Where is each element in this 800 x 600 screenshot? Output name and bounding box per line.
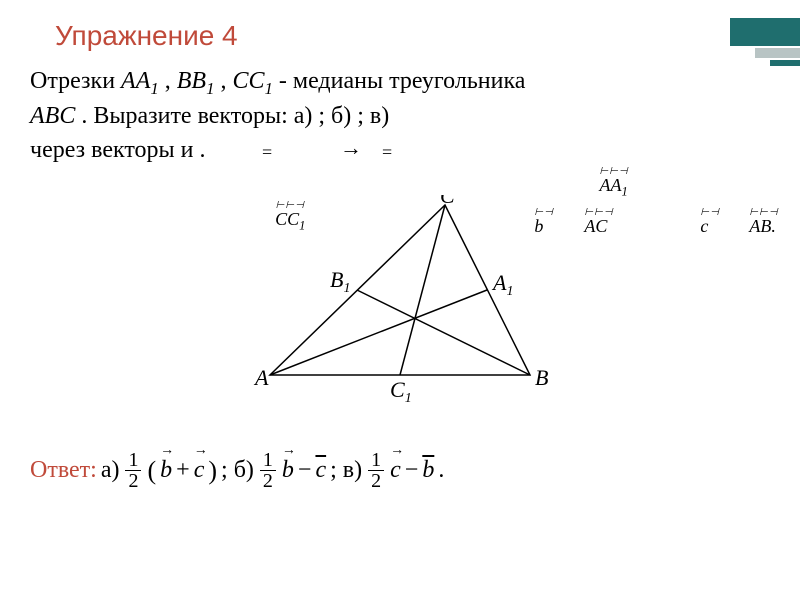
median-aa1 (270, 290, 487, 375)
problem-text: Отрезки AA1 , BB1 , CC1 - медианы треуго… (30, 65, 770, 168)
frac-c: 1 2 (368, 450, 384, 491)
overlay-c: ⊢⊣c (700, 214, 708, 239)
part-a-label: а) (101, 457, 120, 484)
vec-b-a: b (160, 457, 172, 484)
line1-suffix: - медианы треугольника (279, 68, 526, 94)
label-c: C (440, 195, 455, 208)
vec-c-a: c (194, 457, 205, 484)
line2-mid: . Выразите векторы: а) ; б) ; в) (81, 103, 389, 129)
label-b: B (535, 365, 548, 390)
answer-label: Ответ: (30, 457, 97, 484)
frac-b: 1 2 (260, 450, 276, 491)
slide-title: Упражнение 4 (55, 20, 238, 52)
median-cc1 (400, 205, 445, 375)
triangle-figure: A B C A1 B1 C1 (250, 195, 570, 420)
vec-b-b: b (282, 457, 294, 484)
label-a1: A1 (491, 270, 513, 299)
answer-line: Ответ: а) 1 2 ( b + c ) ; б) 1 2 b − c ;… (30, 450, 444, 491)
answer-end: . (438, 457, 444, 484)
line3: через векторы и . (30, 137, 205, 163)
abc: ABC (30, 103, 75, 129)
decor-bar-1 (730, 18, 800, 46)
seg-cc1: CC1 (232, 68, 272, 94)
label-c1: C1 (390, 377, 412, 406)
frac-a: 1 2 (125, 450, 141, 491)
vec-b-c: b (422, 457, 434, 484)
overlay-ab: ⊢⊢⊣AB. (749, 214, 776, 239)
seg-bb1: BB1 (177, 68, 215, 94)
line1-prefix: Отрезки (30, 68, 121, 94)
overlay-arrow: → (340, 133, 362, 164)
vec-c-c: c (390, 457, 401, 484)
overlay-ac: ⊢⊢⊣AC (584, 214, 607, 239)
decor-bar-3 (770, 60, 800, 66)
vec-c-b: c (315, 457, 326, 484)
part-b-label: ; б) (221, 457, 254, 484)
label-b1: B1 (330, 267, 350, 296)
label-a: A (253, 365, 269, 390)
overlay-eq2: = (382, 140, 392, 165)
overlay-aa1: ⊢⊢⊣AA1 (599, 173, 627, 201)
seg-aa1: AA1 (121, 68, 159, 94)
overlay-eq1: = (262, 140, 272, 165)
triangle-abc (270, 205, 530, 375)
decor-bar-2 (755, 48, 800, 58)
part-c-label: ; в) (330, 457, 362, 484)
median-bb1 (357, 290, 530, 375)
